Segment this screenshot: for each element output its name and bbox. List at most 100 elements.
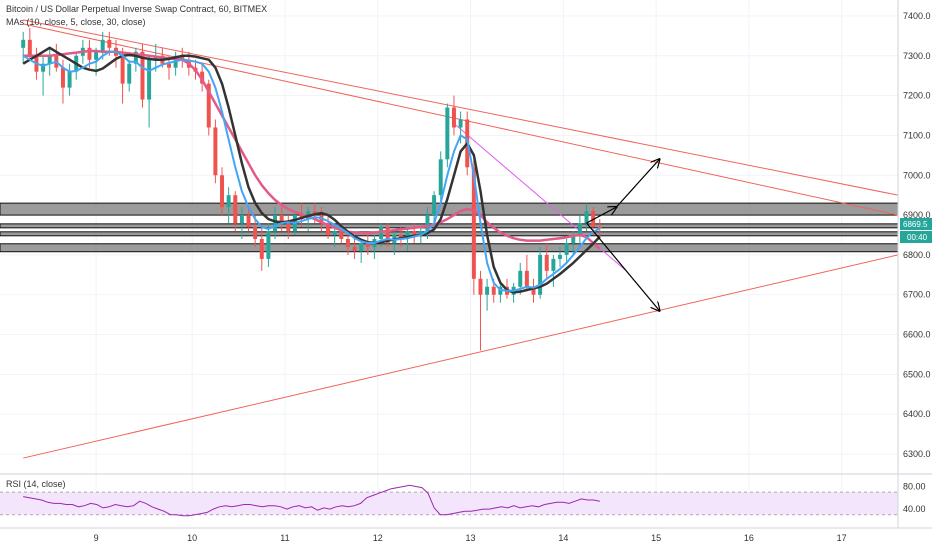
candle-body: [239, 215, 244, 224]
candle-body: [418, 231, 423, 235]
candle-body: [67, 71, 72, 88]
rsi-tick-label: 40.00: [903, 504, 926, 514]
horizontal-zone: [0, 223, 899, 229]
candle-body: [451, 107, 456, 128]
candle-body: [478, 278, 483, 295]
ma-30-line: [23, 49, 601, 250]
scenario-arrows: [586, 159, 660, 311]
candle-body: [180, 55, 185, 60]
candle-body: [279, 215, 284, 224]
x-tick-label: 17: [837, 533, 847, 543]
y-tick-label: 6500.0: [903, 369, 931, 379]
y-tick-label: 6700.0: [903, 290, 931, 300]
rsi-tick-label: 80.00: [903, 481, 926, 491]
candlesticks: [21, 27, 602, 351]
candle-body: [352, 246, 357, 251]
candle-body: [345, 238, 350, 247]
y-tick-label: 6800.0: [903, 250, 931, 260]
candle-body: [405, 231, 410, 239]
rsi-label: RSI (14, close): [6, 479, 66, 489]
y-tick-label: 7400.0: [903, 11, 931, 21]
candle-body: [220, 175, 225, 208]
x-tick-label: 11: [280, 533, 289, 543]
candle-body: [385, 227, 390, 243]
x-tick-label: 15: [651, 533, 661, 543]
horizontal-zone: [0, 202, 899, 216]
candle-body: [577, 223, 582, 235]
candle-body: [471, 167, 476, 279]
candle-body: [432, 195, 437, 216]
ma-10-line: [22, 46, 601, 294]
candle-body: [167, 63, 171, 68]
candle-body: [87, 47, 92, 60]
candle-body: [21, 39, 26, 48]
scenario-arrow: [586, 222, 660, 311]
candle-body: [213, 127, 218, 176]
x-tick-label: 9: [94, 533, 99, 543]
x-tick-label: 16: [744, 533, 754, 543]
candle-body: [107, 39, 112, 48]
candle-body: [273, 215, 278, 232]
candle-body: [491, 286, 496, 295]
candle-body: [524, 270, 529, 287]
y-tick-label: 7300.0: [903, 51, 931, 61]
candle-body: [226, 195, 231, 208]
candle-body: [445, 107, 450, 160]
candle-body: [584, 211, 589, 224]
candle-body: [339, 231, 344, 239]
candle-body: [94, 51, 99, 60]
candle-body: [60, 67, 65, 88]
moving-averages: [22, 46, 601, 294]
indicator-label: MAs (10, close, 5, close, 30, close): [6, 17, 146, 27]
x-tick-label: 12: [373, 533, 383, 543]
y-tick-label: 6400.0: [903, 409, 931, 419]
candle-body: [47, 55, 52, 64]
x-tick-label: 10: [187, 533, 197, 543]
rsi-band: [0, 492, 898, 515]
candle-body: [458, 119, 463, 128]
trendline: [23, 19, 899, 196]
candle-body: [326, 223, 331, 235]
candle-body: [206, 83, 211, 128]
candle-body: [438, 159, 443, 196]
candle-body: [127, 63, 132, 84]
candle-body: [41, 63, 46, 72]
candle-body: [253, 227, 258, 239]
candle-body: [531, 286, 536, 295]
candle-body: [564, 242, 569, 255]
candle-body: [259, 238, 264, 259]
y-tick-label: 6900.0: [903, 210, 931, 220]
countdown-value: 00:40: [907, 233, 928, 242]
candle-body: [597, 227, 602, 229]
horizontal-zone: [0, 243, 899, 253]
candle-body: [27, 39, 32, 56]
y-tick-label: 6600.0: [903, 330, 931, 340]
x-tick-label: 13: [466, 533, 476, 543]
candle-body: [147, 59, 152, 100]
candle-body: [485, 286, 490, 295]
candle-body: [412, 231, 417, 235]
candle-body: [538, 254, 543, 295]
rsi-pane: 80.00 40.00: [0, 481, 926, 517]
x-tick-label: 14: [558, 533, 568, 543]
candle-body: [518, 270, 523, 287]
ma-5-line: [22, 50, 601, 292]
grid: [0, 0, 898, 520]
scenario-arrow: [586, 207, 617, 224]
horizontal-zone: [0, 231, 899, 237]
candle-body: [359, 242, 364, 251]
candle-body: [332, 231, 337, 235]
y-tick-label: 7000.0: [903, 170, 931, 180]
rsi-line: [23, 484, 600, 517]
y-tick-label: 7200.0: [903, 91, 931, 101]
candle-body: [544, 254, 549, 271]
candle-body: [100, 39, 105, 52]
support-resistance-zones: [0, 202, 899, 253]
candle-body: [120, 55, 125, 84]
candle-body: [140, 51, 145, 100]
candle-body: [365, 242, 370, 247]
price-tag-value: 6869.5: [903, 220, 928, 229]
candle-body: [133, 51, 138, 64]
candle-body: [571, 235, 576, 243]
